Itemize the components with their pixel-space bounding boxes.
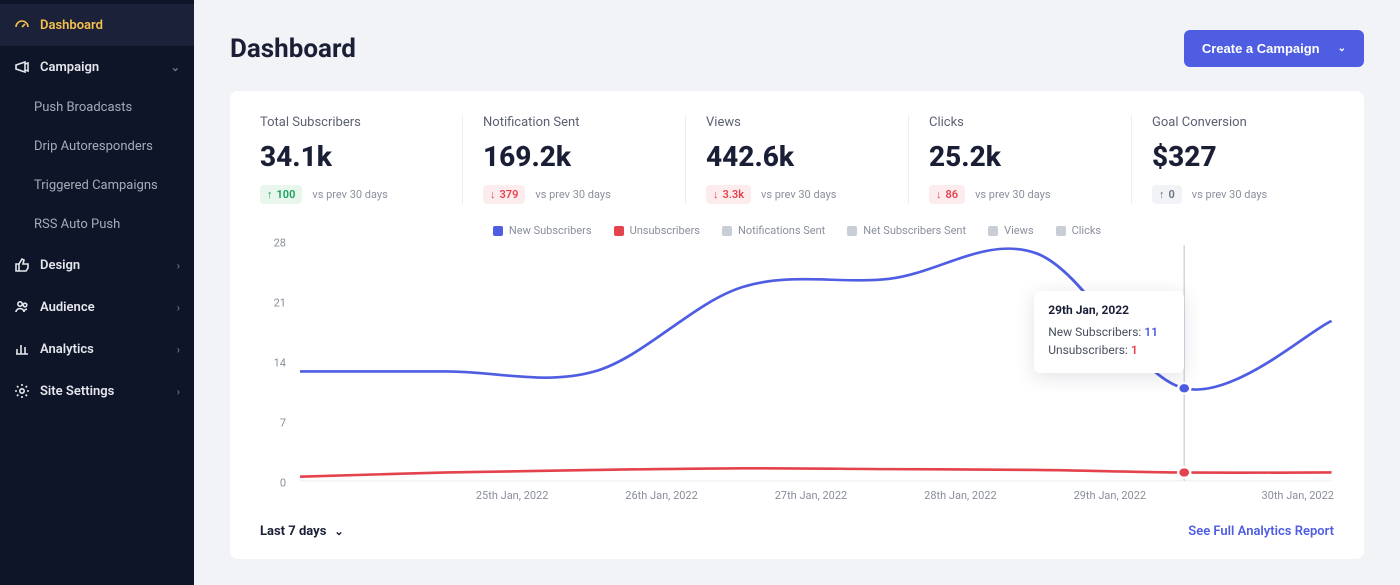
card-footer: Last 7 days ⌄ See Full Analytics Report [260,524,1334,539]
arrow-down-icon: ↓ [713,188,719,201]
stat-value: 34.1k [260,140,442,173]
x-tick: 26th Jan, 2022 [587,489,736,502]
bar-chart-icon [14,341,30,357]
stat-goal-conversion: Goal Conversion $327 ↑0 vs prev 30 days [1132,115,1334,204]
stat-notification-sent: Notification Sent 169.2k ↓379 vs prev 30… [463,115,686,204]
vs-text: vs prev 30 days [1192,188,1267,201]
x-axis: 25th Jan, 2022 26th Jan, 2022 27th Jan, … [288,489,1334,502]
stat-total-subscribers: Total Subscribers 34.1k ↑100 vs prev 30 … [260,115,463,204]
stat-title: Notification Sent [483,115,665,130]
chevron-right-icon: › [177,385,180,398]
y-tick: 28 [274,237,286,250]
page-title: Dashboard [230,34,356,64]
arrow-down-icon: ↓ [490,188,496,201]
legend-swatch [988,226,998,236]
vs-text: vs prev 30 days [761,188,836,201]
x-tick: 27th Jan, 2022 [736,489,885,502]
sidebar-item-design[interactable]: Design › [0,244,194,286]
sidebar-item-dashboard[interactable]: Dashboard [0,4,194,46]
sidebar-item-label: Campaign [40,60,99,75]
stat-value: 169.2k [483,140,665,173]
delta-badge: ↓379 [483,185,525,204]
sidebar-item-audience[interactable]: Audience › [0,286,194,328]
date-range-selector[interactable]: Last 7 days ⌄ [260,524,344,539]
stat-value: 442.6k [706,140,888,173]
thumbs-up-icon [14,257,30,273]
y-tick: 14 [274,357,286,370]
sidebar-item-analytics[interactable]: Analytics › [0,328,194,370]
stat-title: Views [706,115,888,130]
dashboard-card: Total Subscribers 34.1k ↑100 vs prev 30 … [230,91,1364,559]
sidebar-item-label: Analytics [40,342,94,357]
megaphone-icon [14,59,30,75]
y-tick: 21 [274,297,286,310]
legend-swatch [614,226,624,236]
x-tick: 28th Jan, 2022 [886,489,1035,502]
sidebar-sub-drip-autoresponders[interactable]: Drip Autoresponders [0,127,194,166]
arrow-down-icon: ↓ [936,188,942,201]
main-content: Dashboard Create a Campaign ⌄ Total Subs… [194,0,1400,585]
delta-badge: ↑100 [260,185,302,204]
stat-clicks: Clicks 25.2k ↓86 vs prev 30 days [909,115,1132,204]
chevron-down-icon: ⌄ [334,525,343,538]
chevron-down-icon: ⌄ [171,61,180,74]
legend-swatch [1056,226,1066,236]
chevron-right-icon: › [177,301,180,314]
sidebar-sub-triggered-campaigns[interactable]: Triggered Campaigns [0,166,194,205]
page-header: Dashboard Create a Campaign ⌄ [230,30,1364,67]
sidebar-item-label: Design [40,258,80,273]
tooltip-date: 29th Jan, 2022 [1048,303,1170,317]
legend-swatch [847,226,857,236]
full-analytics-link[interactable]: See Full Analytics Report [1188,524,1334,539]
chart[interactable]: 28 21 14 7 0 29th Jan, 2022 New Subscrib… [266,243,1334,483]
vs-text: vs prev 30 days [975,188,1050,201]
stat-value: $327 [1152,140,1334,173]
delta-badge: ↓86 [929,185,965,204]
gauge-icon [14,17,30,33]
sidebar-sub-push-broadcasts[interactable]: Push Broadcasts [0,88,194,127]
x-tick: 30th Jan, 2022 [1185,489,1334,502]
chevron-right-icon: › [177,259,180,272]
sidebar: Dashboard Campaign ⌄ Push Broadcasts Dri… [0,0,194,585]
legend-net-subscribers[interactable]: Net Subscribers Sent [847,224,966,237]
legend-clicks[interactable]: Clicks [1056,224,1102,237]
arrow-up-icon: ↑ [1159,188,1165,201]
chart-legend: New Subscribers Unsubscribers Notificati… [260,224,1334,237]
legend-unsubscribers[interactable]: Unsubscribers [614,224,700,237]
x-tick: 25th Jan, 2022 [437,489,586,502]
sidebar-item-campaign[interactable]: Campaign ⌄ [0,46,194,88]
arrow-up-icon: ↑ [267,188,273,201]
chevron-down-icon: ⌄ [1338,43,1346,54]
delta-badge: ↑0 [1152,185,1182,204]
create-campaign-button[interactable]: Create a Campaign ⌄ [1184,30,1364,67]
x-tick: 29th Jan, 2022 [1035,489,1184,502]
legend-views[interactable]: Views [988,224,1033,237]
legend-swatch [722,226,732,236]
legend-new-subscribers[interactable]: New Subscribers [493,224,592,237]
chevron-right-icon: › [177,343,180,356]
sidebar-item-label: Site Settings [40,384,114,399]
delta-badge: ↓3.3k [706,185,751,204]
sidebar-item-label: Audience [40,300,95,315]
gear-icon [14,383,30,399]
stats-row: Total Subscribers 34.1k ↑100 vs prev 30 … [260,115,1334,204]
users-icon [14,299,30,315]
y-tick: 7 [280,417,286,430]
sidebar-sub-rss-auto-push[interactable]: RSS Auto Push [0,205,194,244]
chart-tooltip: 29th Jan, 2022 New Subscribers: 11 Unsub… [1034,291,1184,373]
legend-notifications-sent[interactable]: Notifications Sent [722,224,825,237]
legend-swatch [493,226,503,236]
vs-text: vs prev 30 days [312,188,387,201]
stat-title: Goal Conversion [1152,115,1334,130]
y-tick: 0 [280,477,286,490]
stat-title: Clicks [929,115,1111,130]
button-label: Create a Campaign [1202,41,1320,56]
sidebar-item-site-settings[interactable]: Site Settings › [0,370,194,412]
sidebar-item-label: Dashboard [40,18,103,33]
stat-value: 25.2k [929,140,1111,173]
vs-text: vs prev 30 days [535,188,610,201]
stat-views: Views 442.6k ↓3.3k vs prev 30 days [686,115,909,204]
stat-title: Total Subscribers [260,115,442,130]
